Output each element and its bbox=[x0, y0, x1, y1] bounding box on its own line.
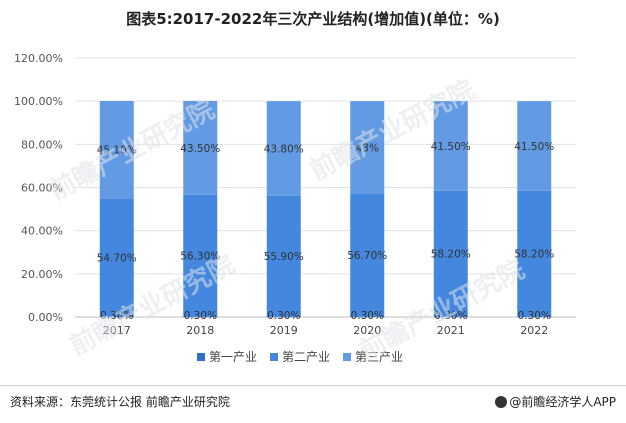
legend: 第一产业 第二产业 第三产业 bbox=[197, 350, 403, 364]
data-label: 56.30% bbox=[180, 251, 220, 263]
bar-segment bbox=[517, 101, 552, 191]
legend-swatch bbox=[197, 353, 205, 361]
bar-segment bbox=[99, 198, 134, 317]
legend-swatch bbox=[343, 353, 351, 361]
bar-segment bbox=[517, 190, 552, 317]
data-label: 43.80% bbox=[264, 143, 304, 155]
bar-segment bbox=[350, 316, 385, 318]
grid-lines bbox=[75, 57, 576, 318]
x-tick-label: 2019 bbox=[270, 324, 298, 337]
stacked-bar-chart: 0.00% 20.00% 40.00% 60.00% 80.00% 100.00% 120.… bbox=[14, 52, 576, 364]
x-tick-label: 2018 bbox=[186, 324, 214, 337]
data-label: 43% bbox=[356, 143, 379, 155]
y-tick-label: 80.00% bbox=[21, 138, 63, 151]
legend-label: 第一产业 bbox=[209, 350, 257, 364]
bar-segment bbox=[99, 316, 134, 318]
legend-label: 第二产业 bbox=[282, 350, 330, 364]
data-label: 54.70% bbox=[97, 252, 137, 264]
data-label: 0.30% bbox=[434, 310, 467, 322]
x-tick-label: 2020 bbox=[353, 324, 381, 337]
x-axis-ticks: 2017 2018 2019 2020 2021 2022 bbox=[103, 324, 549, 337]
bar-segment bbox=[266, 316, 301, 318]
bar-segment bbox=[350, 101, 385, 194]
y-tick-label: 120.00% bbox=[14, 52, 63, 65]
data-label: 43.50% bbox=[180, 143, 220, 155]
brand-credit: @前瞻经济学人APP bbox=[495, 393, 616, 410]
bar-segment bbox=[266, 101, 301, 196]
data-label: 0.30% bbox=[518, 310, 551, 322]
legend-label: 第三产业 bbox=[355, 350, 403, 364]
data-label: 41.50% bbox=[431, 141, 471, 153]
bar-segment bbox=[433, 101, 468, 191]
data-label: 0.30% bbox=[267, 310, 300, 322]
y-tick-label: 40.00% bbox=[21, 225, 63, 238]
bar-segment bbox=[99, 100, 134, 199]
bar-segment bbox=[350, 193, 385, 317]
y-axis-ticks: 0.00% 20.00% 40.00% 60.00% 80.00% 100.00% 120.… bbox=[14, 52, 63, 324]
data-label: 56.70% bbox=[347, 250, 387, 262]
y-tick-label: 100.00% bbox=[14, 95, 63, 108]
bar-segment bbox=[517, 316, 552, 318]
bar-segment bbox=[433, 190, 468, 317]
bar-segment bbox=[183, 194, 218, 317]
source-note: 资料来源：东莞统计公报 前瞻产业研究院 bbox=[10, 395, 230, 409]
data-label: 58.20% bbox=[514, 249, 554, 261]
footer-divider bbox=[0, 385, 626, 386]
bars bbox=[99, 100, 552, 318]
data-labels: 0.30% 54.70% 45.10% 0.30% 56.30% 43.50% 0.30% 5… bbox=[97, 141, 555, 322]
y-tick-label: 0.00% bbox=[28, 311, 63, 324]
bar-segment bbox=[433, 316, 468, 318]
data-label: 0.30% bbox=[351, 310, 384, 322]
x-tick-label: 2021 bbox=[437, 324, 465, 337]
x-tick-label: 2022 bbox=[520, 324, 548, 337]
y-tick-label: 20.00% bbox=[21, 268, 63, 281]
x-tick-label: 2017 bbox=[103, 324, 131, 337]
data-label: 55.90% bbox=[264, 251, 304, 263]
bar-segment bbox=[183, 100, 218, 195]
data-label: 0.30% bbox=[100, 310, 133, 322]
data-label: 58.20% bbox=[431, 249, 471, 261]
legend-swatch bbox=[270, 353, 278, 361]
brand-text: @前瞻经济学人APP bbox=[509, 395, 616, 409]
data-label: 41.50% bbox=[514, 141, 554, 153]
data-label: 0.30% bbox=[184, 310, 217, 322]
chart-title: 图表5:2017-2022年三次产业结构(增加值)(单位：%) bbox=[126, 10, 500, 28]
bar-segment bbox=[183, 316, 218, 318]
data-label: 45.10% bbox=[97, 145, 137, 157]
y-tick-label: 60.00% bbox=[21, 182, 63, 195]
brand-logo-icon bbox=[495, 396, 508, 408]
bar-segment bbox=[266, 195, 301, 317]
